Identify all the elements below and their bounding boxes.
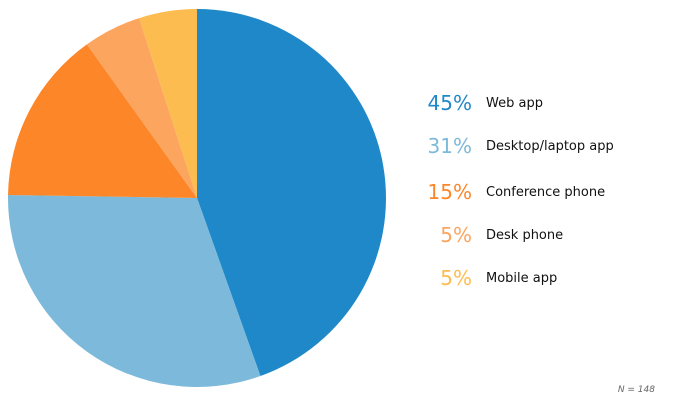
pie-slice-mobile-app — [139, 9, 197, 198]
pie-slice-desk-phone — [86, 18, 197, 199]
legend-item: 15% Conference phone — [400, 177, 670, 207]
legend-label: Desktop/laptop app — [486, 138, 614, 154]
legend-percent: 31% — [427, 134, 472, 158]
legend-item: 5% Desk phone — [400, 220, 670, 250]
legend-label: Conference phone — [486, 184, 606, 200]
legend-percent: 5% — [440, 223, 472, 247]
legend-label: Web app — [486, 95, 543, 111]
legend-percent: 5% — [440, 266, 472, 290]
legend-label: Desk phone — [486, 227, 564, 243]
pie-slice-conference-phone — [8, 44, 197, 198]
pie-slice-web-app — [197, 9, 386, 377]
legend-label: Mobile app — [486, 270, 558, 286]
legend-item: 45% Web app — [400, 88, 670, 118]
sample-size-note: N = 148 — [617, 385, 655, 395]
legend-item: 31% Desktop/laptop app — [400, 131, 670, 161]
pie-chart — [7, 9, 386, 387]
legend-percent: 45% — [427, 91, 472, 115]
legend-percent: 15% — [427, 180, 472, 204]
pie-slice-desktop-laptop-app — [7, 195, 261, 387]
legend-item: 5% Mobile app — [400, 263, 670, 293]
